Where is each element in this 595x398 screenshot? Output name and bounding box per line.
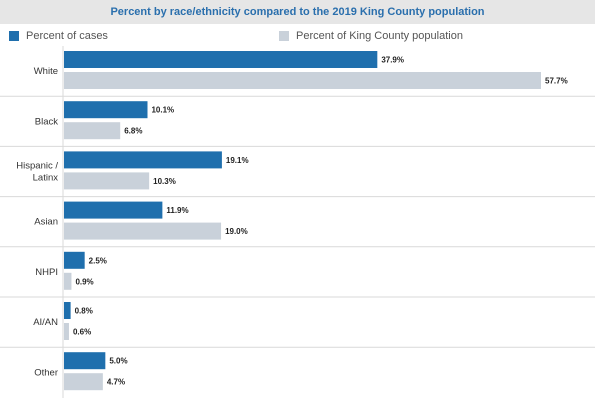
legend-swatch-population [279, 31, 289, 41]
bar-population [64, 323, 69, 340]
category-label-line: Other [34, 367, 58, 378]
legend-label-population: Percent of King County population [296, 30, 463, 42]
data-label-population: 6.8% [124, 127, 142, 136]
bar-population [64, 72, 541, 89]
bar-population [64, 373, 103, 391]
legend-item-cases: Percent of cases [9, 29, 108, 43]
category-label: Hispanic / Latinx [16, 161, 58, 184]
legend-item-population: Percent of King County population [279, 29, 463, 43]
data-label-cases: 2.5% [89, 256, 107, 265]
bar-cases [64, 101, 148, 119]
category-label: NHPI [35, 267, 58, 278]
data-label-cases: 10.1% [151, 106, 174, 115]
bar-cases [64, 201, 163, 219]
category-label: Black [35, 116, 58, 127]
category-label: White [34, 66, 58, 77]
data-label-population: 0.9% [75, 277, 93, 286]
data-label-cases: 0.8% [75, 307, 93, 316]
data-label-cases: 37.9% [381, 56, 404, 65]
legend-swatch-cases [9, 31, 19, 41]
title-bar [0, 0, 595, 24]
bar-population [64, 272, 72, 290]
category-label: AI/AN [33, 317, 58, 328]
data-label-cases: 11.9% [166, 206, 188, 215]
bar-cases [64, 51, 378, 68]
bar-population [64, 122, 121, 140]
bar-cases [64, 302, 71, 319]
data-label-population: 0.6% [73, 328, 91, 337]
data-label-population: 10.3% [153, 177, 176, 186]
category-label: Other [34, 367, 58, 378]
category-label-line: Latinx [33, 173, 59, 184]
category-label-line: Hispanic / [16, 161, 58, 172]
data-label-population: 19.0% [225, 227, 248, 236]
category-label-line: White [34, 66, 58, 77]
data-label-population: 4.7% [107, 378, 125, 387]
bar-cases [64, 352, 106, 370]
data-label-cases: 5.0% [109, 357, 127, 366]
category-label-line: Asian [34, 217, 58, 228]
category-label: Asian [34, 217, 58, 228]
bar-population [64, 172, 150, 190]
bar-cases [64, 151, 222, 169]
category-label-line: Black [35, 116, 58, 127]
category-label-line: NHPI [35, 267, 58, 278]
chart-title: Percent by race/ethnicity compared to th… [110, 6, 485, 18]
category-label-line: AI/AN [33, 317, 58, 328]
bar-population [64, 222, 222, 240]
bar-cases [64, 251, 85, 269]
data-label-population: 57.7% [545, 77, 568, 86]
data-label-cases: 19.1% [226, 156, 249, 165]
legend-label-cases: Percent of cases [26, 30, 108, 42]
